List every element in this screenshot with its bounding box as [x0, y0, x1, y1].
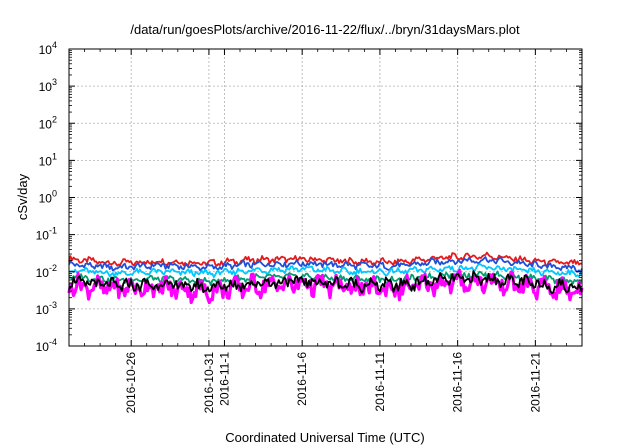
x-tick-label: 2016-11-11 — [373, 352, 387, 412]
series-line-6 — [68, 270, 583, 295]
y-tick-label: 101 — [39, 151, 57, 168]
y-tick-label: 103 — [39, 77, 57, 94]
x-tick-label: 2016-11-16 — [451, 352, 465, 413]
y-tick-label: 10-2 — [36, 263, 57, 280]
x-tick-label: 2016-11-1 — [217, 352, 231, 406]
y-tick-label: 100 — [39, 189, 57, 206]
x-tick-label: 2016-10-26 — [124, 352, 138, 414]
series-line-3 — [68, 263, 583, 279]
series-group — [67, 251, 584, 305]
y-tick-label: 10-3 — [36, 300, 57, 317]
x-tick-label: 2016-11-6 — [295, 352, 309, 406]
x-axis-label: Coordinated Universal Time (UTC) — [225, 430, 424, 445]
chart-title: /data/run/goesPlots/archive/2016-11-22/f… — [130, 22, 520, 37]
y-axis: 10-4 10-3 10-2 10-1 100 101 102 103 104 — [36, 40, 582, 354]
grid — [69, 49, 582, 346]
x-tick-label: 2016-10-31 — [202, 352, 216, 414]
x-axis: 2016-10-26 2016-10-31 2016-11-1 2016-11-6 20… — [84, 49, 567, 414]
y-tick-label: 10-4 — [36, 337, 57, 354]
x-tick-label: 2016-11-21 — [528, 352, 542, 413]
series-line-4 — [68, 270, 583, 286]
y-tick-label: 104 — [39, 40, 57, 57]
series-line-2 — [68, 256, 583, 274]
y-axis-label: cSv/day — [15, 173, 30, 220]
y-tick-label: 10-1 — [36, 226, 57, 243]
y-tick-label: 102 — [39, 114, 57, 131]
